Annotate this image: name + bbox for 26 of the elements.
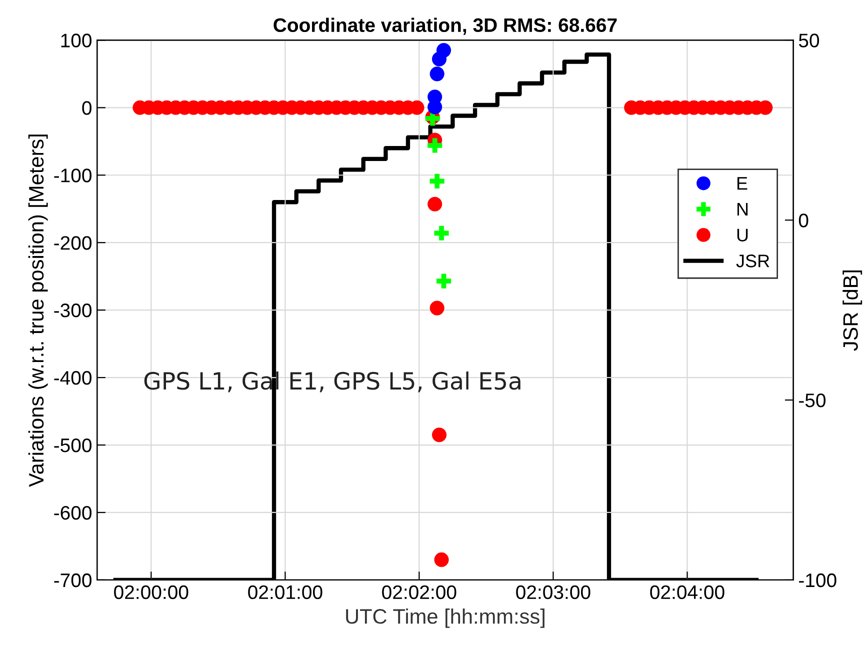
legend-label: U xyxy=(737,228,748,242)
y-tick-label: 100 xyxy=(61,34,92,48)
y2-axis-title: JSR [dB] xyxy=(842,270,862,351)
x-tick-label: 02:02:00 xyxy=(382,585,456,600)
x-tick-label: 02:03:00 xyxy=(516,585,590,600)
x-axis-title: UTC Time [hh:mm:ss] xyxy=(346,608,544,628)
y-tick-label: -100 xyxy=(54,168,92,182)
x-tick-label: 02:00:00 xyxy=(114,585,188,600)
y2-tick-label: -100 xyxy=(799,573,836,588)
legend-label: E xyxy=(737,177,748,190)
y2-tick-label: 50 xyxy=(798,34,820,48)
y-tick-label: -400 xyxy=(54,371,92,385)
y-tick-label: 0 xyxy=(82,101,92,115)
x-tick-label: 02:01:00 xyxy=(248,585,322,600)
legend-label: JSR xyxy=(736,254,770,268)
y-tick-label: -200 xyxy=(54,236,92,250)
y-tick-label: -700 xyxy=(54,573,92,588)
chart-title: Coordinate variation, 3D RMS: 68.667 xyxy=(274,18,617,35)
legend-label: N xyxy=(737,203,748,216)
y-axis-title: Variations (w.r.t. true position) [Meters] xyxy=(28,134,48,487)
x-tick-label: 02:04:00 xyxy=(650,585,724,600)
y-tick-label: -600 xyxy=(54,506,92,520)
y-tick-label: -500 xyxy=(54,438,92,452)
y2-tick-label: -50 xyxy=(799,394,826,408)
y-tick-label: -300 xyxy=(54,304,92,318)
y2-tick-label: 0 xyxy=(798,214,808,228)
